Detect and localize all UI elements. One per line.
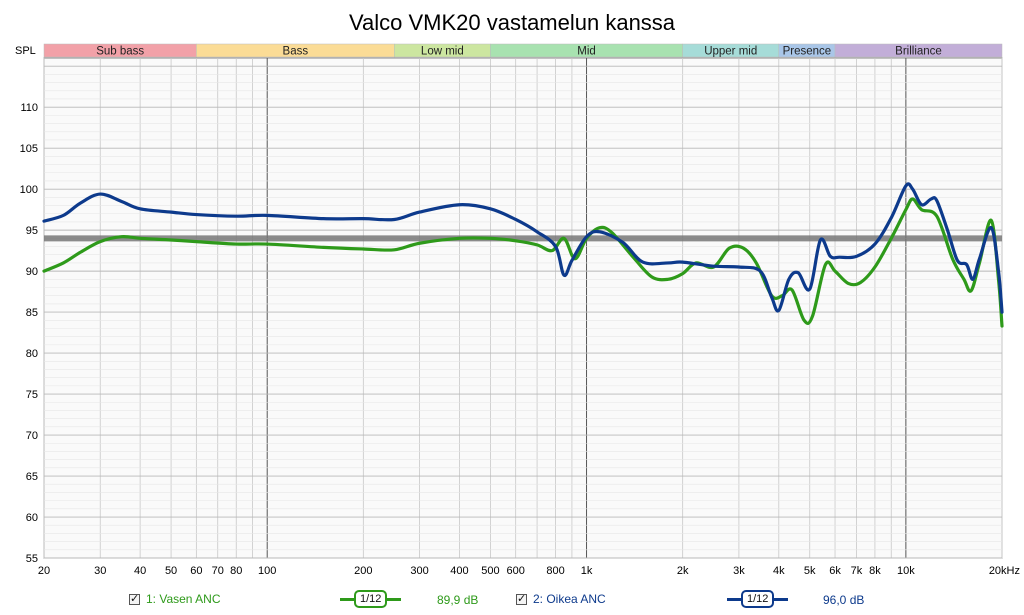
band-label-6: Brilliance — [895, 46, 942, 58]
left-series-swatch-line — [340, 597, 354, 601]
right-smoothing-label: 1/12 — [741, 590, 775, 608]
left-smoothing-label: 1/12 — [354, 590, 388, 608]
y-axis-label: SPL — [15, 45, 36, 57]
x-tick-14: 1k — [581, 565, 593, 577]
x-tick-4: 60 — [190, 565, 202, 577]
y-tick-110: 110 — [20, 102, 38, 114]
y-tick-80: 80 — [26, 348, 38, 360]
frequency-bands: Sub bass Bass Low mid Mid Upper mid Presence B… — [43, 43, 1003, 58]
x-tick-1: 30 — [94, 565, 106, 577]
series-lines — [42, 182, 1004, 328]
right-smoothing-control[interactable]: 1/12 — [727, 590, 789, 608]
x-tick-2: 40 — [134, 565, 146, 577]
band-label-2: Low mid — [421, 46, 464, 58]
y-tick-105: 105 — [20, 143, 38, 155]
y-tick-70: 70 — [26, 430, 38, 442]
x-tick-8: 200 — [354, 565, 372, 577]
legend-item-left[interactable]: 1: Vasen ANC — [129, 592, 220, 606]
x-tick-6: 80 — [230, 565, 242, 577]
legend-bar: 1: Vasen ANC 1/12 89,9 dB 2: Oikea ANC 1… — [0, 590, 1024, 612]
x-tick-17: 4k — [773, 565, 785, 577]
frequency-response-chart: Valco VMK20 vastamelun kanssa SPL Sub ba… — [15, 10, 1020, 577]
grid-lines — [43, 58, 1003, 559]
band-label-5: Presence — [783, 46, 832, 58]
x-tick-0: 20 — [38, 565, 50, 577]
y-tick-60: 60 — [26, 512, 38, 524]
series-line-2 — [42, 182, 1004, 314]
band-label-4: Upper mid — [704, 46, 757, 58]
y-tick-100: 100 — [20, 184, 38, 196]
x-tick-21: 8k — [869, 565, 881, 577]
x-tick-5: 70 — [212, 565, 224, 577]
x-tick-19: 6k — [829, 565, 841, 577]
series-line-1 — [42, 197, 1004, 328]
chart-title: Valco VMK20 vastamelun kanssa — [349, 10, 676, 35]
left-series-swatch-line-2 — [387, 597, 402, 601]
y-tick-55: 55 — [26, 553, 38, 565]
band-label-1: Bass — [283, 46, 309, 58]
y-tick-65: 65 — [26, 471, 38, 483]
y-tick-75: 75 — [26, 389, 38, 401]
left-series-label: 1: Vasen ANC — [146, 592, 221, 606]
x-tick-7: 100 — [258, 565, 276, 577]
left-series-value: 89,9 dB — [437, 593, 479, 607]
left-smoothing-control[interactable]: 1/12 — [340, 590, 402, 608]
right-series-label: 2: Oikea ANC — [533, 592, 606, 606]
right-series-checkbox[interactable] — [516, 592, 527, 605]
x-tick-22: 10k — [897, 565, 915, 577]
y-tick-90: 90 — [26, 266, 38, 278]
y-tick-labels: 55 60 65 70 75 80 85 90 95 100 105 110 — [20, 102, 38, 565]
x-tick-labels: 20 30 40 50 60 70 80 100 200 300 400 500 600 800 1k 2k 3… — [38, 565, 1020, 577]
right-series-swatch-line-2 — [774, 597, 789, 601]
y-tick-85: 85 — [26, 307, 38, 319]
x-tick-12: 600 — [507, 565, 525, 577]
x-tick-10: 400 — [450, 565, 468, 577]
right-series-value: 96,0 dB — [823, 593, 865, 607]
legend-item-right[interactable]: 2: Oikea ANC — [516, 592, 606, 606]
x-tick-18: 5k — [804, 565, 816, 577]
x-tick-20: 7k — [851, 565, 863, 577]
x-tick-15: 2k — [677, 565, 689, 577]
left-series-checkbox[interactable] — [129, 592, 140, 605]
x-tick-13: 800 — [546, 565, 564, 577]
band-label-0: Sub bass — [96, 46, 144, 58]
right-series-swatch-line — [727, 597, 741, 601]
y-tick-95: 95 — [26, 225, 38, 237]
x-tick-11: 500 — [481, 565, 499, 577]
x-tick-3: 50 — [165, 565, 177, 577]
x-tick-16: 3k — [733, 565, 745, 577]
band-6 — [834, 43, 1003, 58]
band-label-3: Mid — [577, 46, 596, 58]
x-tick-23: 20kHz — [989, 565, 1020, 577]
plot-area — [43, 57, 1003, 559]
x-tick-9: 300 — [410, 565, 428, 577]
